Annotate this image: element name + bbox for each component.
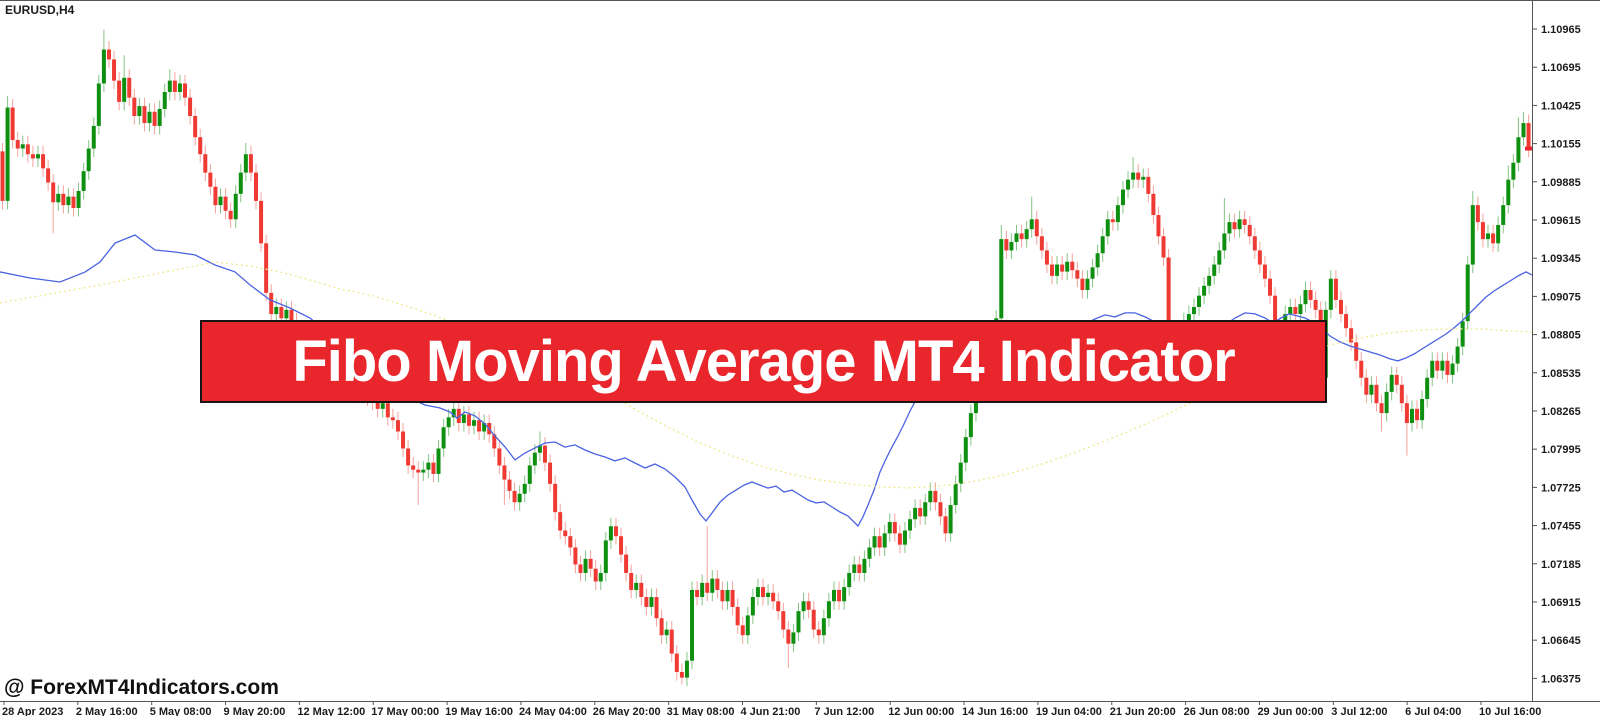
svg-text:12 Jun 00:00: 12 Jun 00:00 xyxy=(888,706,954,716)
svg-text:26 May 20:00: 26 May 20:00 xyxy=(593,706,661,716)
svg-text:7 Jun 12:00: 7 Jun 12:00 xyxy=(814,706,874,716)
svg-text:1.10965: 1.10965 xyxy=(1541,24,1581,36)
svg-text:1.08535: 1.08535 xyxy=(1541,368,1581,380)
svg-text:1.06375: 1.06375 xyxy=(1541,673,1581,685)
svg-text:2 May 16:00: 2 May 16:00 xyxy=(76,706,138,716)
svg-text:1.06915: 1.06915 xyxy=(1541,597,1581,609)
svg-text:1.09075: 1.09075 xyxy=(1541,291,1581,303)
svg-text:17 May 00:00: 17 May 00:00 xyxy=(371,706,439,716)
site-watermark: @ ForexMT4Indicators.com xyxy=(4,676,279,699)
promo-banner-title: Fibo Moving Average MT4 Indicator xyxy=(292,329,1235,394)
svg-text:19 Jun 04:00: 19 Jun 04:00 xyxy=(1036,706,1102,716)
svg-text:1.06645: 1.06645 xyxy=(1541,635,1581,647)
svg-text:1.07725: 1.07725 xyxy=(1541,482,1581,494)
svg-text:6 Jul 04:00: 6 Jul 04:00 xyxy=(1405,706,1461,716)
symbol-period-label: EURUSD,H4 xyxy=(5,3,75,17)
svg-text:3 Jul 12:00: 3 Jul 12:00 xyxy=(1331,706,1387,716)
svg-text:14 Jun 16:00: 14 Jun 16:00 xyxy=(962,706,1028,716)
svg-text:26 Jun 08:00: 26 Jun 08:00 xyxy=(1184,706,1250,716)
svg-text:1.07455: 1.07455 xyxy=(1541,521,1581,533)
svg-text:28 Apr 2023: 28 Apr 2023 xyxy=(2,706,63,716)
svg-text:1.09615: 1.09615 xyxy=(1541,215,1581,227)
svg-text:5 May 08:00: 5 May 08:00 xyxy=(150,706,212,716)
svg-text:1.10425: 1.10425 xyxy=(1541,100,1581,112)
svg-text:31 May 08:00: 31 May 08:00 xyxy=(667,706,735,716)
svg-text:10 Jul 16:00: 10 Jul 16:00 xyxy=(1479,706,1541,716)
svg-text:9 May 20:00: 9 May 20:00 xyxy=(224,706,286,716)
svg-text:21 Jun 20:00: 21 Jun 20:00 xyxy=(1110,706,1176,716)
svg-text:12 May 12:00: 12 May 12:00 xyxy=(297,706,365,716)
svg-text:1.10695: 1.10695 xyxy=(1541,62,1581,74)
svg-text:1.08805: 1.08805 xyxy=(1541,330,1581,342)
svg-text:1.07995: 1.07995 xyxy=(1541,444,1581,456)
svg-text:19 May 16:00: 19 May 16:00 xyxy=(445,706,513,716)
svg-text:1.10155: 1.10155 xyxy=(1541,139,1581,151)
promo-banner: Fibo Moving Average MT4 Indicator xyxy=(200,320,1327,403)
svg-text:1.09885: 1.09885 xyxy=(1541,177,1581,189)
svg-text:1.08265: 1.08265 xyxy=(1541,406,1581,418)
svg-text:24 May 04:00: 24 May 04:00 xyxy=(519,706,587,716)
svg-text:4 Jun 21:00: 4 Jun 21:00 xyxy=(741,706,801,716)
svg-text:1.07185: 1.07185 xyxy=(1541,559,1581,571)
svg-text:1.09345: 1.09345 xyxy=(1541,253,1581,265)
svg-text:29 Jun 00:00: 29 Jun 00:00 xyxy=(1257,706,1323,716)
